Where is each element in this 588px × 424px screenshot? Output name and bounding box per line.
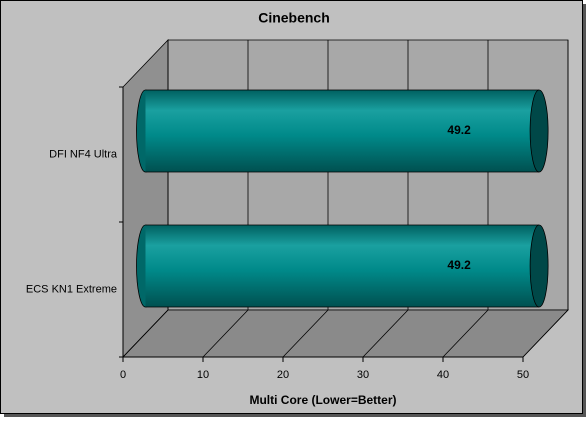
x-tick-label: 20 <box>277 369 289 381</box>
floor-grid-line <box>442 309 489 358</box>
bar <box>136 224 549 308</box>
data-label: 49.2 <box>447 123 471 137</box>
bar-end-cap <box>529 224 549 308</box>
side-wall <box>122 39 169 358</box>
chart-title: Cinebench <box>258 10 330 26</box>
y-tick-label: ECS KN1 Extreme <box>26 283 117 295</box>
x-axis-label: Multi Core (Lower=Better) <box>249 393 396 407</box>
floor-grid-line <box>362 309 409 358</box>
bar-body <box>145 225 540 307</box>
x-tick-label: 0 <box>120 369 126 381</box>
bar-end-cap <box>529 89 549 173</box>
bar <box>136 89 549 173</box>
floor-grid-line <box>122 309 169 358</box>
floor <box>122 309 569 358</box>
floor-grid-line <box>282 309 329 358</box>
bar-body <box>145 90 540 172</box>
x-tick-label: 10 <box>197 369 209 381</box>
x-tick-label: 30 <box>357 369 369 381</box>
plot: 0 10 20 30 40 50 DFI NF4 Ultra 49.2 ECS KN1 Extr… <box>26 40 569 381</box>
floor-grid-line <box>202 309 249 358</box>
floor-grid-line <box>522 309 569 358</box>
y-tick-label: DFI NF4 Ultra <box>49 148 118 160</box>
x-tick-label: 40 <box>437 369 449 381</box>
data-label: 49.2 <box>447 258 471 272</box>
x-tick-label: 50 <box>517 369 529 381</box>
